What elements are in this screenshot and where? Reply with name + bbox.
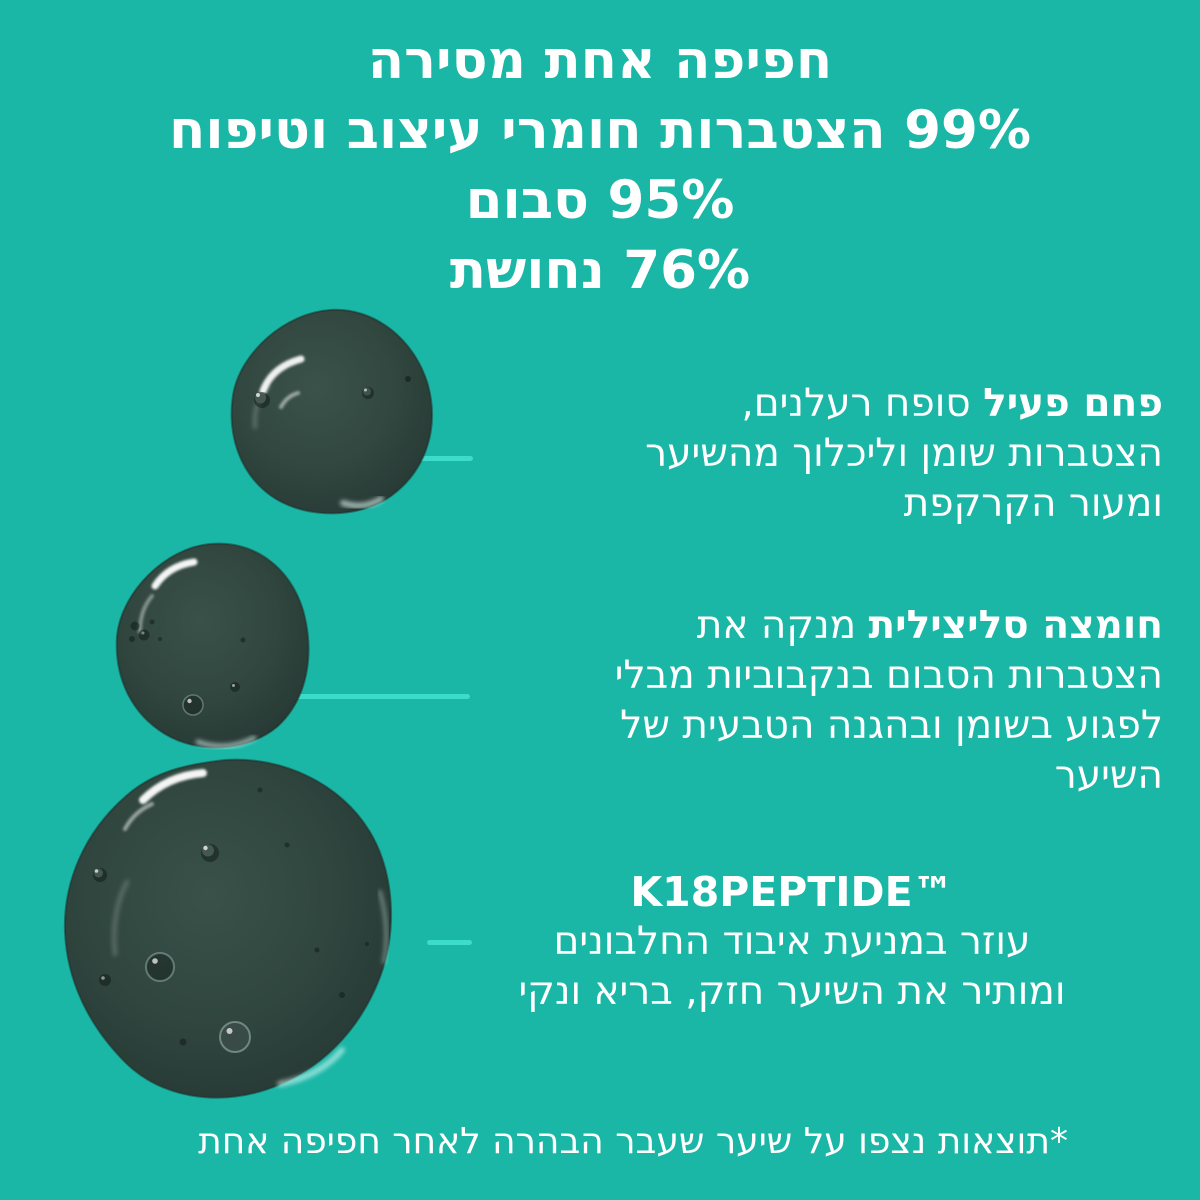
headline-line-3: 95% סבום (465, 170, 735, 231)
footnote-disclaimer: *תוצאות נצפו על שיער שעבר הבהרה לאחר חפי… (198, 1121, 1068, 1162)
ingredient-description-charcoal: סופח רעלנים, הצטברות שומן וליכלוך מהשיער… (645, 381, 1163, 526)
liquid-droplet-small-icon (230, 308, 433, 515)
headline-line-4: 76% נחושת (449, 240, 751, 301)
headline-line-1: חפיפה אחת מסירה (367, 30, 833, 91)
connector-line-charcoal (393, 456, 473, 461)
ingredient-description-salicylic-acid: מנקה את הצטברות הסבום בנקבוביות מבלי לפג… (614, 603, 1163, 798)
ingredient-name-salicylic-acid: חומצה סליצילית (868, 603, 1163, 648)
ingredient-name-charcoal: פחם פעיל (983, 381, 1163, 426)
callout-peptide: K18PEPTIDE™ עוזר במניעת איבוד החלבונים ומ… (412, 867, 1172, 1017)
callout-salicylic-acid: חומצה סליצילית מנקה את הצטברות הסבום בנק… (615, 601, 1163, 801)
headline: חפיפה אחת מסירה 99% הצטברות חומרי עיצוב … (0, 26, 1200, 306)
liquid-droplet-medium-icon (115, 542, 310, 749)
callout-charcoal: פחם פעיל סופח רעלנים, הצטברות שומן וליכל… (645, 379, 1163, 529)
connector-line-peptide (427, 940, 472, 945)
liquid-droplet-large-icon (63, 758, 393, 1099)
ingredient-name-peptide: K18PEPTIDE™ (630, 868, 954, 916)
ingredient-description-peptide: עוזר במניעת איבוד החלבונים ומותיר את השי… (518, 919, 1066, 1014)
headline-line-2: 99% הצטברות חומרי עיצוב וטיפוח (168, 100, 1032, 161)
connector-line-salicylic (294, 694, 470, 699)
